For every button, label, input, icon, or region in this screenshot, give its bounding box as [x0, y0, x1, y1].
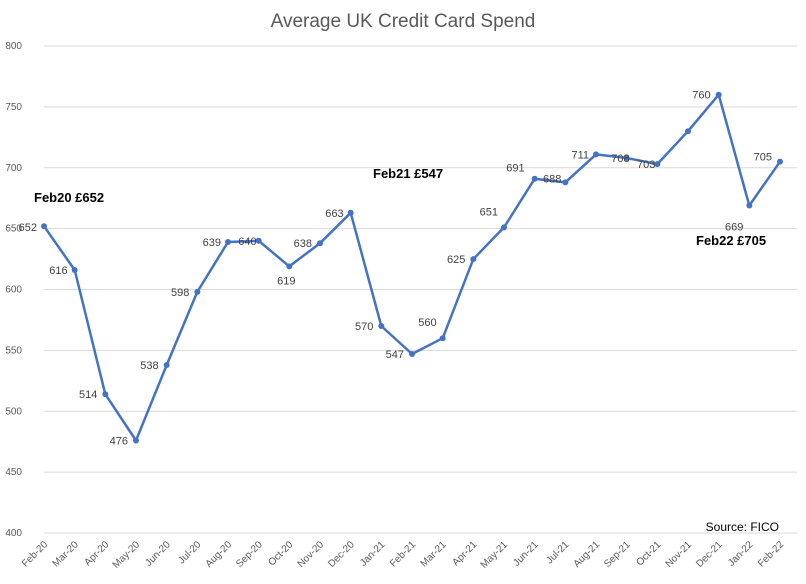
data-label: 640	[238, 236, 256, 248]
data-point	[470, 256, 477, 263]
data-label: 705	[754, 152, 772, 164]
annotation-feb20: Feb20 £652	[34, 190, 104, 205]
data-label: 638	[294, 238, 312, 250]
data-point	[501, 224, 507, 231]
data-label: 625	[447, 254, 465, 266]
data-label: 476	[110, 435, 128, 447]
y-tick-label: 400	[5, 528, 22, 539]
x-tick-label: Jul-20	[176, 539, 203, 566]
data-point	[163, 361, 170, 368]
x-tick-label: Sep-21	[602, 539, 633, 570]
data-label: 538	[140, 360, 158, 372]
data-point	[102, 391, 109, 398]
data-label: 547	[386, 349, 404, 361]
x-tick-label: Jul-21	[544, 539, 571, 566]
x-tick-label: Feb-20	[20, 539, 50, 569]
gridlines	[44, 45, 797, 534]
x-tick-label: Nov-21	[664, 539, 695, 570]
data-label: 598	[171, 287, 189, 299]
data-points	[41, 91, 783, 444]
data-point	[133, 437, 139, 444]
data-point	[409, 351, 415, 358]
data-point	[746, 202, 753, 209]
series-line	[42, 93, 782, 442]
y-tick-label: 600	[5, 285, 22, 296]
data-point	[623, 155, 630, 162]
data-label: 688	[543, 173, 561, 185]
data-point	[286, 263, 293, 270]
data-point	[347, 209, 354, 216]
data-label: 514	[79, 389, 97, 401]
x-tick-label: Aug-20	[204, 539, 235, 570]
x-tick-label: Feb-21	[388, 539, 418, 569]
x-tick-label: Feb-22	[756, 539, 786, 569]
x-tick-label: Sep-20	[234, 539, 265, 570]
data-label: 616	[49, 265, 67, 277]
data-point	[378, 323, 385, 330]
data-label: 651	[480, 206, 498, 218]
data-point	[654, 161, 661, 168]
y-axis-ticks: 400 450 500 550 600 650 700 750 800	[5, 41, 22, 539]
x-tick-label: Jan-22	[726, 539, 756, 569]
y-tick-label: 450	[5, 467, 22, 478]
y-tick-label: 500	[5, 406, 22, 417]
x-tick-label: Mar-20	[51, 539, 81, 569]
data-label: 652	[19, 222, 37, 234]
annotation-feb22: Feb22 £705	[696, 233, 766, 248]
annotation-feb21: Feb21 £547	[373, 166, 443, 181]
data-label: 639	[203, 237, 221, 249]
chart-title: Average UK Credit Card Spend	[271, 11, 536, 32]
data-point	[71, 267, 78, 274]
data-point	[593, 151, 599, 158]
x-axis-ticks: Feb-20 Mar-20 Apr-20 May-20 Jun-20 Jul-20 Aug-…	[20, 539, 786, 571]
x-tick-label: Mar-21	[419, 539, 449, 569]
data-point	[225, 239, 231, 246]
x-tick-label: Apr-20	[82, 539, 111, 568]
x-tick-label: May-20	[111, 539, 143, 571]
y-tick-label: 750	[5, 102, 22, 113]
x-tick-label: Apr-21	[450, 539, 479, 568]
data-point	[531, 175, 538, 182]
x-tick-label: May-21	[479, 539, 511, 571]
x-tick-label: Aug-21	[572, 539, 603, 570]
x-tick-label: Oct-20	[266, 539, 295, 568]
series-polyline	[42, 93, 782, 442]
data-label: 619	[277, 275, 295, 287]
data-label: 570	[355, 321, 373, 333]
data-label: 560	[418, 317, 436, 329]
data-point	[317, 240, 323, 247]
data-point	[777, 158, 783, 165]
x-tick-label: Jun-20	[143, 539, 173, 569]
data-point	[685, 128, 691, 135]
data-point	[715, 91, 722, 98]
y-tick-label: 550	[5, 345, 22, 356]
x-tick-label: Oct-21	[634, 539, 663, 568]
x-tick-label: Jun-21	[511, 539, 541, 569]
data-label: 711	[571, 149, 589, 161]
y-tick-label: 800	[5, 41, 22, 52]
data-label: 663	[325, 208, 343, 220]
data-label: 703	[637, 159, 655, 171]
data-point	[562, 179, 569, 186]
x-tick-label: Dec-21	[694, 539, 725, 570]
data-label: 760	[692, 90, 710, 102]
x-tick-label: Dec-20	[326, 539, 357, 570]
data-point	[255, 237, 262, 244]
x-tick-label: Nov-20	[296, 539, 327, 570]
data-label: 708	[611, 153, 629, 165]
y-tick-label: 700	[5, 163, 22, 174]
data-point	[194, 288, 201, 295]
x-tick-label: Jan-21	[358, 539, 388, 569]
source-note: Source: FICO	[706, 520, 779, 534]
data-label: 669	[725, 221, 743, 233]
data-point	[439, 335, 446, 342]
y-tick-label: 650	[5, 224, 22, 235]
data-point	[41, 223, 47, 230]
data-labels: 652 616 514 476 538 598 639 640 619 638 663 570 547 5…	[19, 90, 772, 448]
data-label: 691	[506, 163, 524, 175]
